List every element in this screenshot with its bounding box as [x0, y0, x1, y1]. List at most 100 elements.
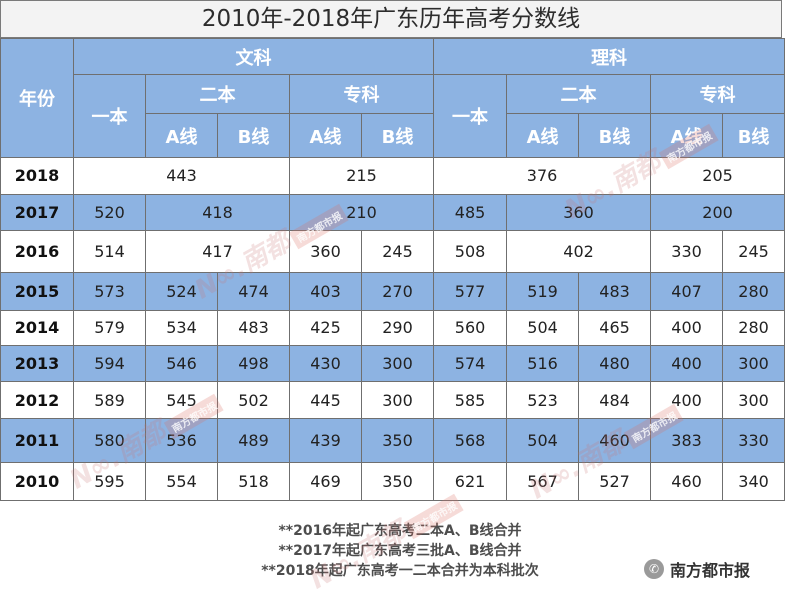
year-cell: 2018: [0, 156, 74, 195]
score-cell: 514: [73, 230, 146, 274]
year-cell: 2015: [0, 272, 74, 311]
score-cell: 330: [650, 230, 724, 274]
score-cell: 300: [722, 344, 786, 383]
table-row: 2012 589 545 502 445 300 585 523 484 400…: [0, 381, 786, 420]
score-table: 年份 文科 理科 一本 二本 专科 一本 二本 专科 A线 B线 A线 B线 A…: [0, 37, 786, 502]
like-erben-header: 二本: [506, 74, 652, 115]
score-cell: 400: [650, 344, 724, 383]
score-cell: 403: [289, 272, 362, 311]
score-cell: 376: [433, 156, 652, 195]
score-cell: 290: [360, 309, 435, 346]
score-cell: 460: [578, 418, 652, 463]
score-cell: 508: [433, 230, 508, 274]
year-header: 年份: [0, 38, 74, 158]
score-cell: 360: [506, 193, 652, 232]
footnote: **2017年起广东高考三批A、B线合并: [278, 543, 522, 559]
year-cell: 2013: [0, 344, 74, 383]
score-cell: 483: [217, 309, 290, 346]
like-zhuanke-header: 专科: [650, 74, 786, 115]
score-cell: 383: [650, 418, 724, 463]
score-cell: 430: [289, 344, 362, 383]
table-row: 2010 595 554 518 469 350 621 567 527 460…: [0, 461, 786, 502]
table-row: 2016 514 417 360 245 508 402 330 245: [0, 230, 786, 274]
score-cell: 546: [145, 344, 218, 383]
year-cell: 2012: [0, 381, 74, 420]
score-cell: 280: [722, 309, 786, 346]
score-cell: 498: [217, 344, 290, 383]
score-cell: 594: [73, 344, 146, 383]
wenke-erben-b-header: B线: [217, 113, 290, 158]
table-row: 2014 579 534 483 425 290 560 504 465 400…: [0, 309, 786, 346]
score-cell: 485: [433, 193, 508, 232]
score-cell: 489: [217, 418, 290, 463]
table-row: 2017 520 418 210 485 360 200: [0, 193, 786, 232]
score-cell: 417: [145, 230, 290, 274]
year-cell: 2017: [0, 193, 74, 232]
score-cell: 445: [289, 381, 362, 420]
score-cell: 527: [578, 461, 652, 502]
brand-name: 南方都市报: [670, 561, 751, 580]
score-cell: 545: [145, 381, 218, 420]
score-cell: 300: [360, 381, 435, 420]
score-cell: 300: [360, 344, 435, 383]
score-cell: 460: [650, 461, 724, 502]
score-cell: 568: [433, 418, 508, 463]
score-cell: 469: [289, 461, 362, 502]
year-cell: 2014: [0, 309, 74, 346]
like-erben-a-header: A线: [506, 113, 580, 158]
score-cell: 577: [433, 272, 508, 311]
score-cell: 589: [73, 381, 146, 420]
score-cell: 484: [578, 381, 652, 420]
score-cell: 300: [722, 381, 786, 420]
score-cell: 270: [360, 272, 435, 311]
score-cell: 210: [288, 193, 435, 232]
score-cell: 245: [360, 230, 435, 274]
wenke-erben-a-header: A线: [145, 113, 218, 158]
score-cell: 340: [722, 461, 786, 502]
wenke-zhuanke-header: 专科: [288, 74, 435, 115]
score-cell: 579: [73, 309, 146, 346]
score-cell: 523: [506, 381, 580, 420]
like-erben-b-header: B线: [578, 113, 652, 158]
score-cell: 520: [73, 193, 146, 232]
footnote: **2018年起广东高考一二本合并为本科批次: [261, 563, 539, 579]
wenke-yiben-header: 一本: [73, 74, 146, 158]
score-cell: 567: [506, 461, 580, 502]
score-cell: 330: [722, 418, 786, 463]
score-cell: 621: [433, 461, 508, 502]
footnote: **2016年起广东高考二本A、B线合并: [278, 523, 522, 539]
score-cell: 595: [73, 461, 146, 502]
score-cell: 400: [650, 309, 724, 346]
score-cell: 504: [506, 418, 580, 463]
score-cell: 215: [288, 156, 435, 195]
table-row: 2018 443 215 376 205: [0, 156, 786, 195]
score-cell: 519: [506, 272, 580, 311]
score-cell: 205: [650, 156, 786, 195]
score-cell: 585: [433, 381, 508, 420]
like-zhuanke-b-header: B线: [722, 113, 786, 158]
score-cell: 536: [145, 418, 218, 463]
score-cell: 516: [506, 344, 580, 383]
score-cell: 480: [578, 344, 652, 383]
wenke-zhuanke-b-header: B线: [360, 113, 435, 158]
score-cell: 474: [217, 272, 290, 311]
like-header: 理科: [433, 37, 786, 76]
score-cell: 360: [289, 230, 362, 274]
year-cell: 2011: [0, 418, 74, 463]
score-cell: 407: [650, 272, 724, 311]
score-cell: 200: [650, 193, 786, 232]
score-cell: 350: [360, 418, 435, 463]
score-cell: 418: [145, 193, 290, 232]
table-row: 2011 580 536 489 439 350 568 504 460 383…: [0, 418, 786, 463]
score-cell: 534: [145, 309, 218, 346]
score-cell: 350: [360, 461, 435, 502]
score-cell: 580: [73, 418, 146, 463]
score-cell: 502: [217, 381, 290, 420]
score-cell: 573: [73, 272, 146, 311]
table-row: 2013 594 546 498 430 300 574 516 480 400…: [0, 344, 786, 383]
score-cell: 560: [433, 309, 508, 346]
score-cell: 518: [217, 461, 290, 502]
score-cell: 524: [145, 272, 218, 311]
score-cell: 554: [145, 461, 218, 502]
